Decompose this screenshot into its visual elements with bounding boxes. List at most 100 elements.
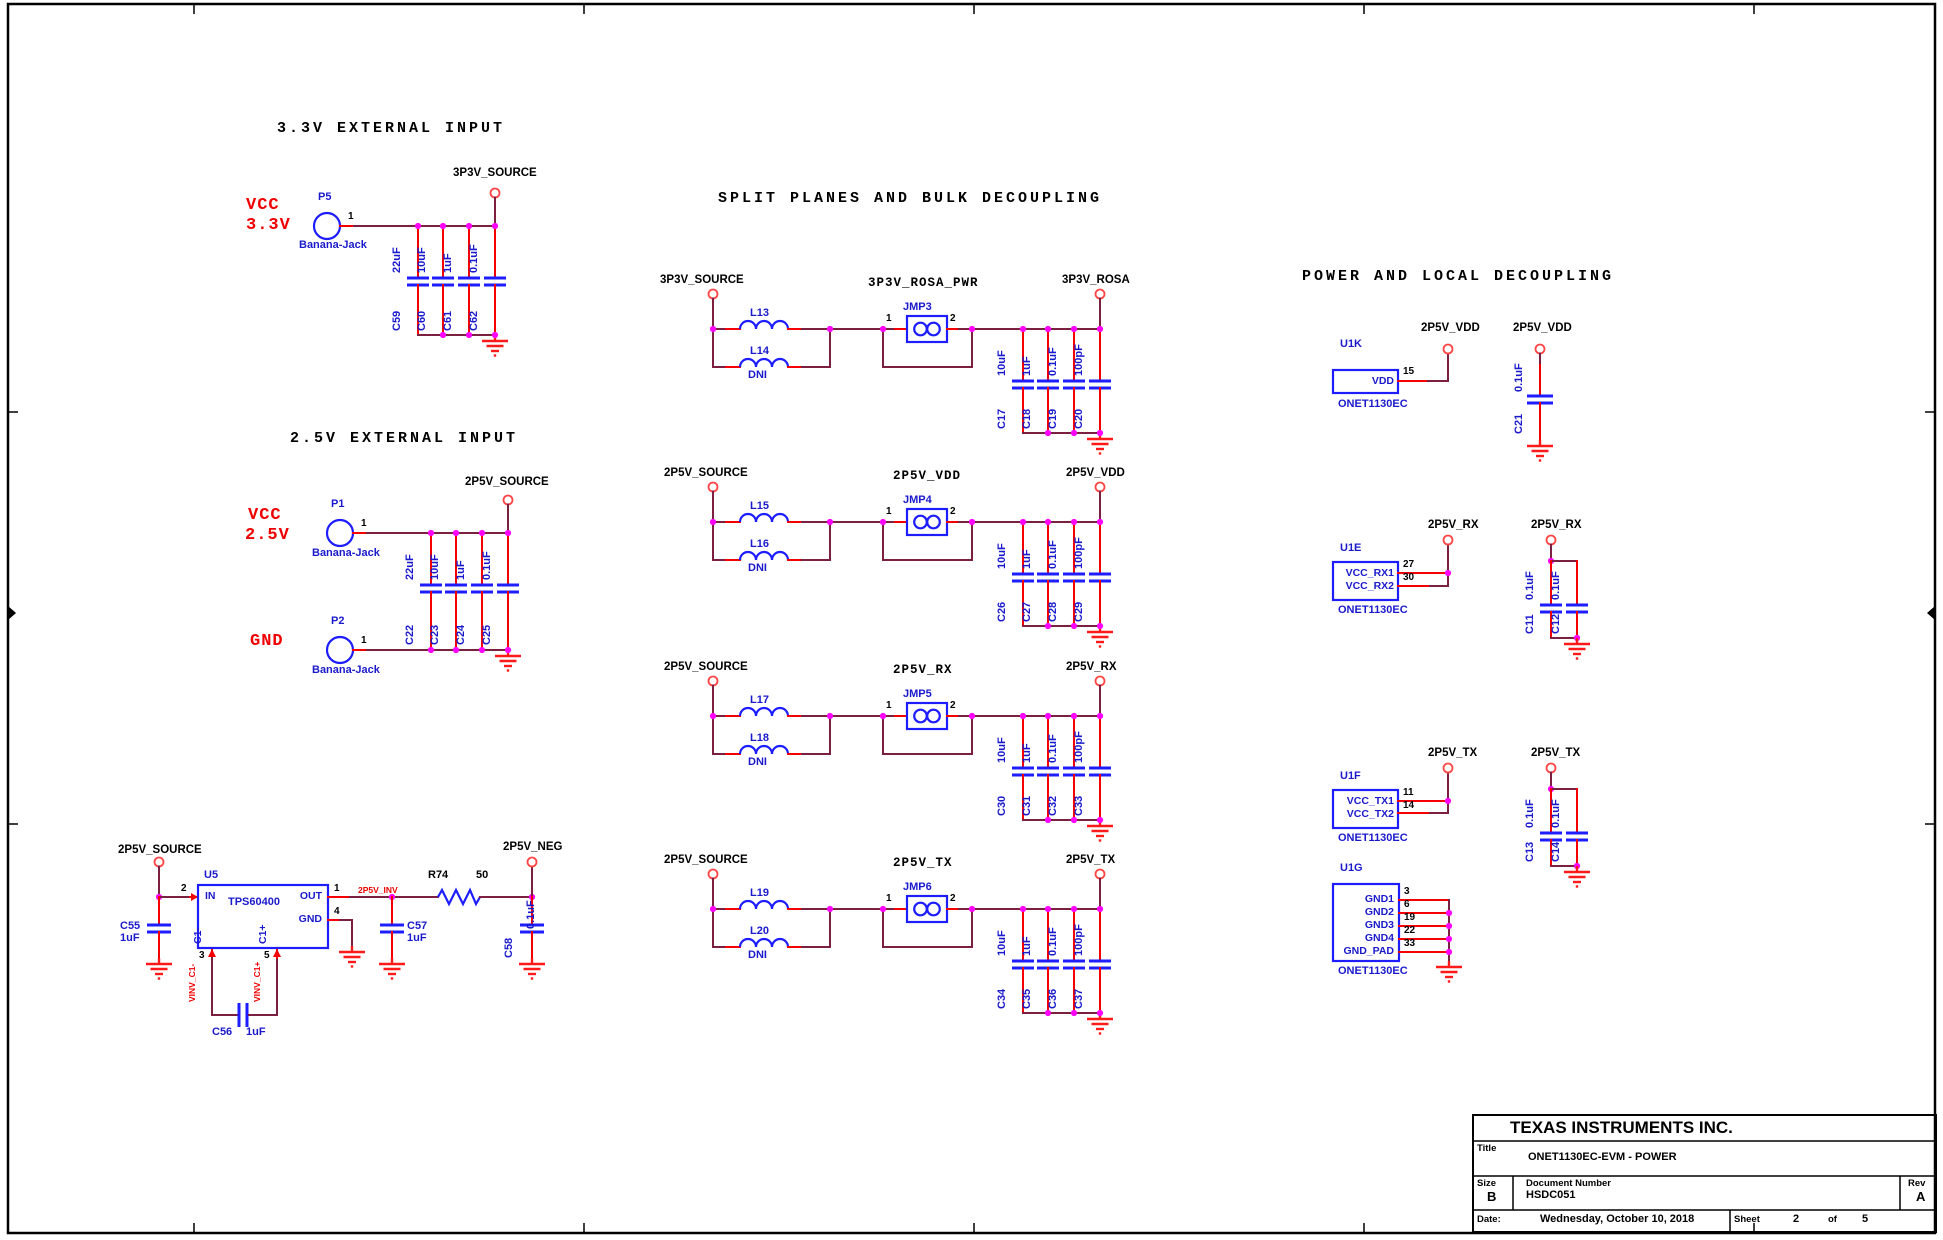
pin-number: 2 bbox=[950, 893, 956, 904]
sheet-total: 5 bbox=[1862, 1213, 1869, 1225]
sheet-of-label: of bbox=[1828, 1214, 1837, 1225]
port-icon bbox=[1094, 481, 1106, 493]
port-icon bbox=[502, 494, 514, 506]
cap-value: 1uF bbox=[455, 560, 467, 580]
capacitor-icon bbox=[1087, 907, 1113, 1015]
inductor-ref: L20 bbox=[750, 925, 769, 937]
cap-ref: C13 bbox=[1524, 841, 1536, 862]
inductor-icon bbox=[724, 550, 804, 562]
inductor-icon bbox=[724, 706, 804, 718]
cap-value: 1uF bbox=[1021, 356, 1033, 376]
part-name: ONET1130EC bbox=[1338, 604, 1408, 616]
cap-ref: C12 bbox=[1550, 613, 1562, 634]
net-label: 2P5V_TX bbox=[1531, 747, 1581, 759]
inductor-icon bbox=[724, 357, 804, 369]
port-icon bbox=[1534, 343, 1546, 355]
resistor-icon bbox=[436, 888, 482, 906]
size-label: Size bbox=[1477, 1178, 1497, 1189]
inductor-ref: L15 bbox=[750, 500, 769, 512]
cap-value: 0.1uF bbox=[1524, 799, 1536, 828]
pin-number: 1 bbox=[361, 518, 367, 529]
filter-row-3 bbox=[707, 675, 1115, 842]
pin-name: VDD bbox=[1371, 375, 1394, 387]
jumper-ref: JMP5 bbox=[903, 688, 932, 700]
u1g-circuit bbox=[1331, 882, 1464, 983]
pin-name: VCC_TX1 bbox=[1346, 795, 1394, 807]
cap-ref: C26 bbox=[996, 601, 1008, 622]
net-label: 2P5V_VDD bbox=[1066, 467, 1125, 479]
resistor-ref: R74 bbox=[428, 869, 449, 881]
ic-ref: U5 bbox=[204, 869, 219, 881]
net-label: 2P5V_SOURCE bbox=[118, 844, 202, 856]
net-label: 2P5V_RX bbox=[1428, 519, 1479, 531]
ground-icon bbox=[337, 944, 367, 968]
pin-number: 1 bbox=[886, 893, 892, 904]
doc-number: HSDC051 bbox=[1526, 1189, 1576, 1201]
part-name: ONET1130EC bbox=[1338, 398, 1408, 410]
capacitor-icon bbox=[1564, 559, 1590, 640]
cap-value: 0.1uF bbox=[525, 900, 537, 929]
pin-number: 27 bbox=[1403, 559, 1415, 570]
date-value: Wednesday, October 10, 2018 bbox=[1540, 1213, 1695, 1225]
inductor-icon bbox=[724, 899, 804, 911]
net-label: 2P5V_RX bbox=[1531, 519, 1582, 531]
inductor-ref: L16 bbox=[750, 538, 769, 550]
ground-icon bbox=[144, 956, 174, 980]
ext25-circuit bbox=[325, 494, 523, 672]
pin-name: GND2 bbox=[1364, 906, 1394, 918]
cap-ref: C28 bbox=[1047, 601, 1059, 622]
cap-ref: C34 bbox=[996, 988, 1008, 1009]
cap-ref: C27 bbox=[1021, 601, 1033, 622]
rev-value: A bbox=[1916, 1189, 1926, 1204]
inductor-ref: L14 bbox=[750, 345, 769, 357]
section-title: POWER AND LOCAL DECOUPLING bbox=[1302, 268, 1615, 285]
cap-ref: C20 bbox=[1073, 408, 1085, 429]
pin-number: 1 bbox=[334, 883, 340, 894]
cap-value: 0.1uF bbox=[1524, 571, 1536, 600]
pin-number: 2 bbox=[181, 883, 187, 894]
port-icon bbox=[707, 675, 719, 687]
resistor-value: 50 bbox=[476, 869, 489, 881]
part-name: TPS60400 bbox=[228, 896, 280, 908]
cap-ref: C57 bbox=[407, 920, 428, 932]
cap-value: 10uF bbox=[429, 554, 441, 580]
port-icon bbox=[489, 187, 501, 199]
cap-value: 0.1uF bbox=[1513, 363, 1525, 392]
pin-name: C1- bbox=[192, 927, 204, 944]
ground-icon bbox=[1562, 864, 1592, 888]
net-label: VINV_C1+ bbox=[252, 961, 262, 1002]
net-label: 2P5V_TX bbox=[1428, 747, 1478, 759]
cap-value: 1uF bbox=[120, 932, 140, 944]
net-label: 2P5V_SOURCE bbox=[664, 467, 748, 479]
capacitor-icon bbox=[1087, 714, 1113, 822]
sheet-label: Sheet bbox=[1734, 1214, 1760, 1225]
dni-label: DNI bbox=[748, 949, 767, 961]
ground-icon bbox=[1562, 636, 1592, 660]
cap-value: 1uF bbox=[246, 1026, 266, 1038]
cap-ref: C56 bbox=[212, 1026, 233, 1038]
cap-ref: C37 bbox=[1073, 988, 1085, 1009]
jack-type: Banana-Jack bbox=[299, 239, 367, 251]
dni-label: DNI bbox=[748, 369, 767, 381]
u1f-circuit bbox=[1331, 762, 1592, 888]
cap-ref: C22 bbox=[404, 624, 416, 645]
pin-number: 33 bbox=[1404, 938, 1416, 949]
pin-number: 6 bbox=[1404, 899, 1410, 910]
jumper-ref: JMP4 bbox=[903, 494, 932, 506]
section-title: 3.3V EXTERNAL INPUT bbox=[277, 120, 506, 137]
pin-name: OUT bbox=[299, 890, 322, 902]
filter-row-1 bbox=[707, 288, 1115, 455]
cap-value: 0.1uF bbox=[1047, 347, 1059, 376]
pin-number: 15 bbox=[1403, 366, 1415, 377]
inductor-icon bbox=[724, 512, 804, 524]
pin-name: GND_PAD bbox=[1343, 945, 1394, 957]
pin-number: 2 bbox=[950, 313, 956, 324]
pin-number: 14 bbox=[1403, 800, 1415, 811]
part-name: ONET1130EC bbox=[1338, 832, 1408, 844]
cap-ref: C32 bbox=[1047, 795, 1059, 816]
net-label: 2P5V_TX bbox=[893, 856, 953, 870]
pin-name: VCC_RX2 bbox=[1345, 580, 1394, 592]
port-icon bbox=[153, 856, 165, 868]
cap-ref: C29 bbox=[1073, 601, 1085, 622]
pin-number: 11 bbox=[1403, 787, 1414, 798]
